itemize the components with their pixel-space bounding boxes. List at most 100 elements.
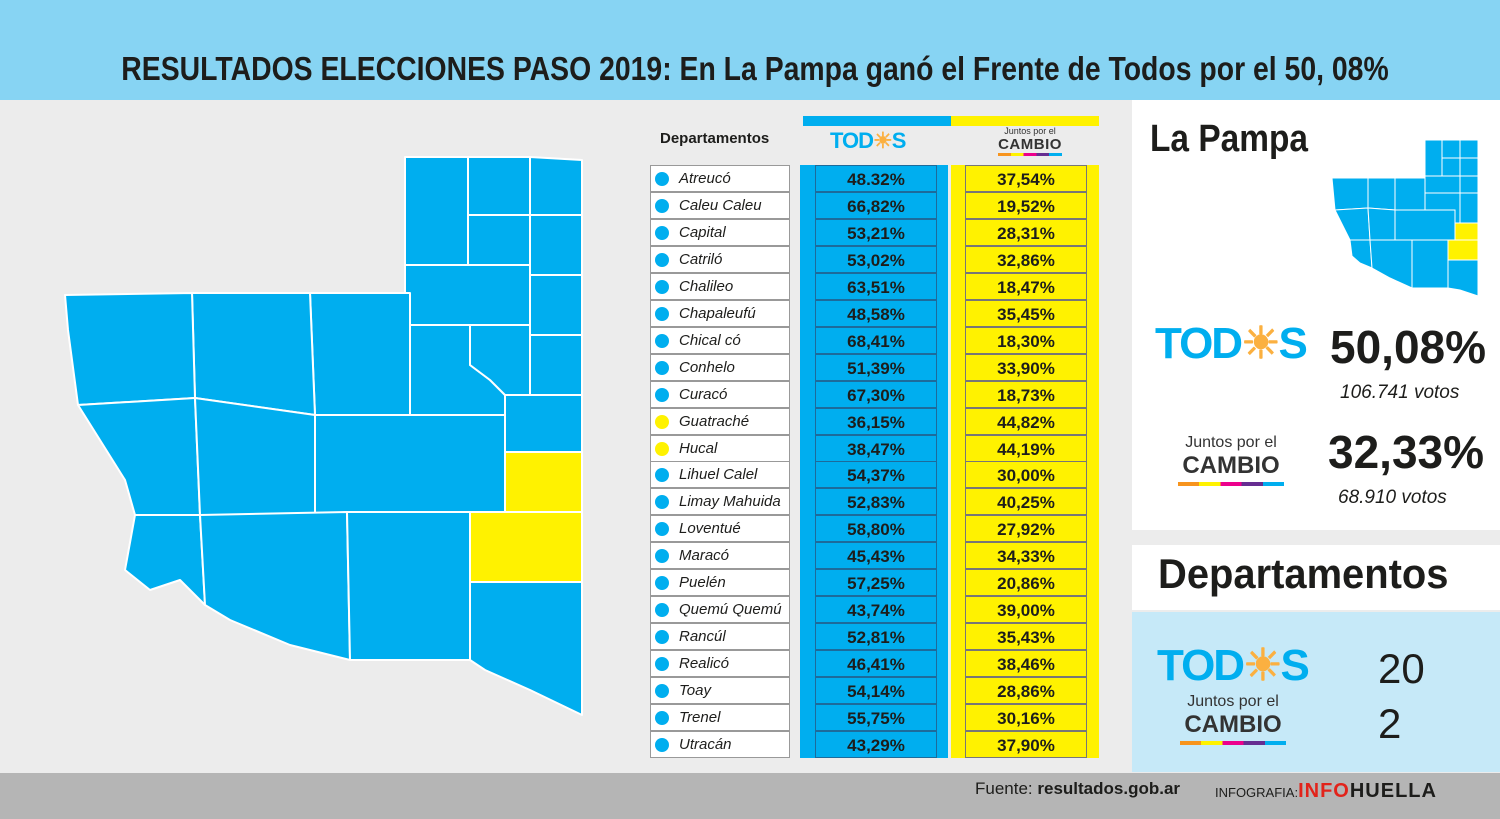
departments-count-panel — [1132, 612, 1500, 772]
province-mini-map — [1331, 139, 1479, 297]
department-name: Catriló — [650, 245, 790, 273]
winner-dot-icon — [655, 333, 669, 348]
jxc-value: 37,54% — [965, 165, 1087, 192]
todos-value: 53,21% — [815, 218, 937, 246]
department-label: Guatraché — [679, 412, 750, 430]
table-row: Trenel 55,75% 30,16% — [650, 704, 1100, 731]
department-name: Guatraché — [650, 407, 790, 435]
sun-icon: ☀ — [1243, 641, 1282, 690]
department-label: Chapaleufú — [679, 304, 756, 322]
footer — [0, 773, 1500, 819]
winner-dot-icon — [655, 522, 669, 537]
dept-shape-caleu — [469, 581, 583, 716]
department-name: Chalileo — [650, 272, 790, 300]
winner-dot-icon — [655, 172, 669, 186]
table-row: Curacó 67,30% 18,73% — [650, 380, 1100, 408]
dept-shape-utracan — [346, 511, 471, 661]
department-label: Rancúl — [679, 628, 726, 646]
table-row: Chical có 68,41% 18,30% — [650, 326, 1100, 354]
department-name: Chapaleufú — [650, 299, 790, 327]
brand-pin-icon: O — [1333, 780, 1350, 802]
jxc-value: 30,16% — [965, 704, 1087, 731]
jxc-votes: 68.910 votos — [1338, 487, 1447, 508]
dept-shape-guatrache — [504, 451, 583, 513]
departments-title: Departamentos — [1158, 550, 1449, 597]
jxc-value: 44,19% — [965, 434, 1087, 462]
todos-value: 54,37% — [815, 461, 937, 489]
department-label: Catriló — [679, 250, 723, 268]
winner-dot-icon — [655, 225, 669, 240]
jxc-logo-big: CAMBIO — [1184, 711, 1282, 738]
dept-shape-rancul-n — [529, 156, 583, 216]
winner-dot-icon — [655, 684, 669, 699]
department-label: Quemú Quemú — [679, 601, 782, 619]
brand-part-a: INF — [1298, 780, 1334, 802]
winner-dot-icon — [655, 252, 669, 267]
table-row: Puelén 57,25% 20,86% — [650, 569, 1100, 597]
department-label: Limay Mahuida — [679, 493, 781, 511]
table-row: Realicó 46,41% 38,46% — [650, 650, 1100, 678]
winner-dot-icon — [655, 306, 669, 321]
todos-value: 38,47% — [815, 434, 937, 462]
jxc-value: 18,73% — [965, 380, 1087, 408]
dept-shape-realico — [467, 156, 531, 216]
department-name: Chical có — [650, 326, 790, 354]
todos-percentage: 50,08% — [1330, 321, 1487, 373]
department-label: Capital — [679, 223, 726, 241]
source-link[interactable]: resultados.gob.ar — [1037, 779, 1181, 798]
title-bar — [0, 0, 1500, 100]
sun-icon: ☀ — [873, 128, 893, 153]
province-name: La Pampa — [1150, 118, 1308, 160]
jxc-logo-small: Juntos por el — [1185, 434, 1277, 451]
department-name: Curacó — [650, 380, 790, 408]
table-row: Hucal 38,47% 44,19% — [650, 434, 1100, 462]
todos-value: 63,51% — [815, 272, 937, 300]
jxc-value: 28,86% — [965, 677, 1087, 705]
department-name: Atreucó — [650, 165, 790, 192]
table-row: Lihuel Calel 54,37% 30,00% — [650, 461, 1100, 489]
department-label: Caleu Caleu — [679, 196, 762, 214]
table-row: Rancúl 52,81% 35,43% — [650, 623, 1100, 651]
jxc-value: 18,47% — [965, 272, 1087, 300]
jxc-value: 18,30% — [965, 326, 1087, 354]
jxc-value: 39,00% — [965, 596, 1087, 624]
table-row: Atreucó 48.32% 37,54% — [650, 165, 1100, 192]
todos-value: 51,39% — [815, 353, 937, 381]
todos-logo-count: TOD☀S — [1157, 641, 1310, 690]
department-name: Rancúl — [650, 623, 790, 651]
department-name: Caleu Caleu — [650, 191, 790, 219]
department-name: Puelén — [650, 569, 790, 597]
credit-label: INFOGRAFIA: — [1215, 785, 1299, 800]
todos-value: 53,02% — [815, 245, 937, 273]
jxc-value: 35,43% — [965, 623, 1087, 651]
winner-dot-icon — [655, 387, 669, 402]
todos-votes: 106.741 votos — [1340, 382, 1460, 403]
table-row: Conhelo 51,39% 33,90% — [650, 353, 1100, 381]
jxc-value: 20,86% — [965, 569, 1087, 597]
province-map — [64, 156, 583, 716]
table-row: Chalileo 63,51% 18,47% — [650, 272, 1100, 300]
department-label: Maracó — [679, 547, 730, 565]
jxc-logo-count: Juntos por el CAMBIO — [1174, 693, 1292, 745]
dept-shape-maraco — [529, 214, 583, 276]
jxc-value: 33,90% — [965, 353, 1087, 381]
jxc-value: 37,90% — [965, 730, 1087, 758]
todos-logo-summary: TOD☀S — [1155, 319, 1308, 368]
table-row: Limay Mahuida 52,83% 40,25% — [650, 488, 1100, 516]
credit: INFOGRAFIA:INFOHUELLA — [1215, 780, 1437, 803]
department-label: Utracán — [679, 735, 732, 753]
todos-value: 52,81% — [815, 623, 937, 651]
table-row: Catriló 53,02% 32,86% — [650, 245, 1100, 273]
jxc-value: 44,82% — [965, 407, 1087, 435]
jxc-percentage: 32,33% — [1328, 426, 1485, 478]
winner-dot-icon — [655, 576, 669, 591]
dept-shape-loventue — [309, 292, 411, 416]
jxc-logo-big: CAMBIO — [998, 136, 1062, 153]
jxc-value: 38,46% — [965, 650, 1087, 678]
winner-dot-icon — [655, 360, 669, 375]
jxc-value: 32,86% — [965, 245, 1087, 273]
winner-dot-icon — [655, 603, 669, 618]
jxc-value: 19,52% — [965, 191, 1087, 219]
source: Fuente: resultados.gob.ar — [975, 779, 1180, 799]
page-title: RESULTADOS ELECCIONES PASO 2019: En La P… — [121, 50, 1389, 87]
